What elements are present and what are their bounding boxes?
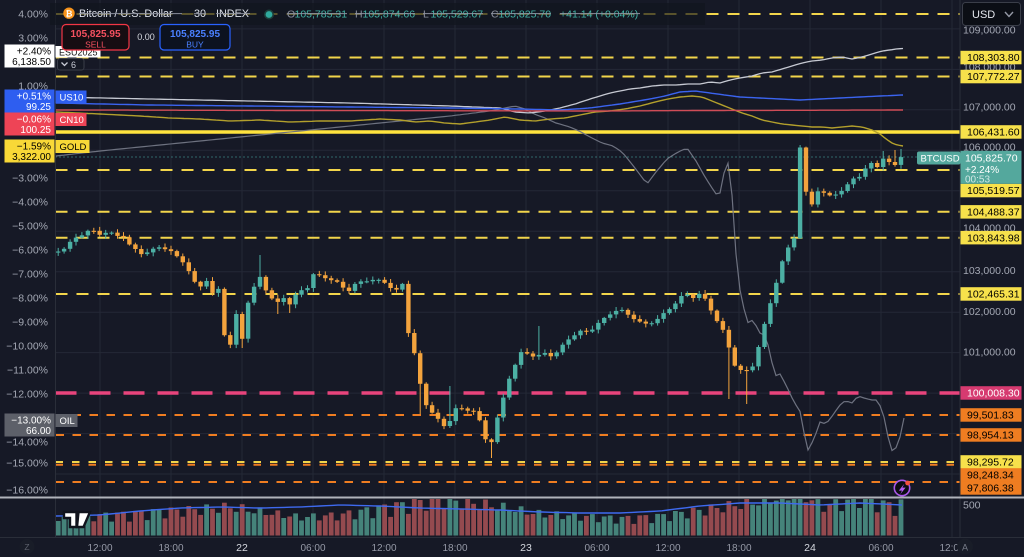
svg-text:103,000.00: 103,000.00 [963,265,1016,277]
svg-text:−11.00%: −11.00% [7,365,48,377]
svg-text:4.00%: 4.00% [18,9,48,21]
svg-text:A: A [962,543,968,553]
svg-text:99.25: 99.25 [26,102,51,113]
svg-text:105,519.57: 105,519.57 [967,185,1020,197]
svg-text:−8.00%: −8.00% [12,293,48,305]
svg-text:06:00: 06:00 [584,543,609,554]
svg-text:−9.00%: −9.00% [12,317,48,329]
svg-text:12:00: 12:00 [939,543,964,554]
svg-text:−7.00%: −7.00% [12,269,48,281]
svg-text:USD: USD [972,9,995,21]
svg-text:98,248.34: 98,248.34 [967,470,1014,482]
svg-text:12:00: 12:00 [87,543,112,554]
svg-text:−16.00%: −16.00% [6,485,48,497]
svg-text:C: C [491,8,499,20]
svg-text:103,843.98: 103,843.98 [967,232,1020,244]
svg-text:100.25: 100.25 [20,125,51,136]
svg-text:105,529.67: 105,529.67 [431,8,484,20]
svg-text:98,295.72: 98,295.72 [967,457,1014,469]
svg-text:105,785.31: 105,785.31 [295,8,348,20]
svg-text:H: H [355,8,363,20]
svg-text:18:00: 18:00 [442,543,467,554]
svg-text:105,825.70: 105,825.70 [499,8,552,20]
svg-text:30: 30 [194,8,206,20]
svg-text:101,000.00: 101,000.00 [963,347,1016,359]
svg-text:100,008.30: 100,008.30 [967,388,1020,400]
svg-text:108,303.80: 108,303.80 [967,52,1020,64]
svg-text:104,488.37: 104,488.37 [967,206,1020,218]
svg-text:22: 22 [236,542,248,554]
svg-text:US10: US10 [60,93,84,104]
svg-text:99,501.83: 99,501.83 [967,410,1014,422]
svg-text:−4.00%: −4.00% [12,197,48,209]
svg-text:18:00: 18:00 [726,543,751,554]
svg-text:−6.00%: −6.00% [12,245,48,257]
svg-text:102,465.31: 102,465.31 [967,289,1020,301]
svg-text:L: L [423,8,429,20]
svg-text:109,000.00: 109,000.00 [963,25,1016,37]
svg-text:₿: ₿ [66,8,73,18]
svg-text:OIL: OIL [60,416,75,427]
svg-text:105,825.95: 105,825.95 [170,29,220,40]
svg-text:107,000.00: 107,000.00 [963,102,1016,114]
svg-text:12:00: 12:00 [371,543,396,554]
svg-text:66.00: 66.00 [26,426,51,437]
svg-text:98,954.13: 98,954.13 [967,430,1014,442]
svg-text:18:00: 18:00 [158,543,183,554]
svg-text:105,874.66: 105,874.66 [363,8,416,20]
svg-text:6: 6 [71,60,76,70]
svg-text:CN10: CN10 [60,115,84,126]
svg-text:+41.14 (+0.04%): +41.14 (+0.04%) [560,8,638,20]
svg-text:105,825.70: 105,825.70 [965,153,1018,165]
svg-text:106,000.00: 106,000.00 [963,142,1016,154]
svg-text:12:00: 12:00 [655,543,680,554]
svg-text:23: 23 [520,542,532,554]
svg-text:06:00: 06:00 [300,543,325,554]
svg-text:+2.40%: +2.40% [17,47,51,58]
svg-text:06:00: 06:00 [868,543,893,554]
svg-text:−3.00%: −3.00% [12,173,48,185]
svg-text:Bitcoin / U.S. Dollar: Bitcoin / U.S. Dollar [79,8,173,20]
svg-text:106,431.60: 106,431.60 [967,127,1020,139]
svg-text:−5.00%: −5.00% [12,221,48,233]
svg-text:107,772.27: 107,772.27 [967,71,1020,83]
svg-text:24: 24 [804,542,816,554]
svg-text:−0.06%: −0.06% [17,115,51,126]
svg-text:−1.59%: −1.59% [17,142,51,153]
svg-text:−12.00%: −12.00% [6,389,48,401]
svg-text:BUY: BUY [186,40,204,50]
svg-text:500: 500 [963,500,981,512]
svg-text:INDEX: INDEX [216,8,249,20]
svg-text:102,000.00: 102,000.00 [963,306,1016,318]
svg-text:Z: Z [24,542,29,552]
svg-text:−14.00%: −14.00% [6,437,48,449]
svg-text:3.00%: 3.00% [18,33,48,45]
svg-text:−10.00%: −10.00% [6,341,48,353]
svg-text:97,806.38: 97,806.38 [967,483,1014,495]
svg-text:−15.00%: −15.00% [6,458,48,470]
svg-text:O: O [287,8,295,20]
svg-text:−13.00%: −13.00% [11,416,51,427]
svg-text:3,322.00: 3,322.00 [12,152,51,163]
svg-text:BTCUSD: BTCUSD [921,153,960,164]
svg-text:+2.24%: +2.24% [965,165,999,176]
svg-text:0.00: 0.00 [137,32,155,42]
svg-text:GOLD: GOLD [60,142,87,153]
svg-text:ESU2025: ESU2025 [59,48,98,58]
svg-text:+0.51%: +0.51% [17,92,51,103]
svg-text:105,825.95: 105,825.95 [70,29,120,40]
svg-text:SELL: SELL [85,40,106,50]
svg-text:00:53: 00:53 [965,175,990,186]
svg-text:6,138.50: 6,138.50 [12,57,51,68]
